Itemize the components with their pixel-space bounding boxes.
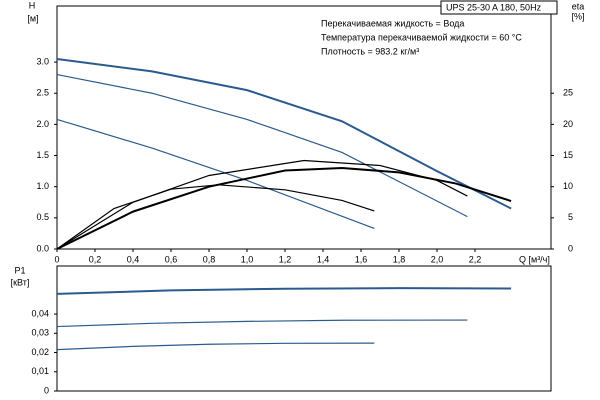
y-tick-label: 2.5 [36, 88, 49, 98]
annotation: Плотность = 983.2 кг/м³ [321, 46, 419, 56]
curve [56, 319, 468, 328]
y-tick-label: 0,03 [31, 328, 49, 338]
curve [56, 287, 512, 295]
y2-tick-label: 15 [563, 150, 573, 160]
y-tick-label: 0.0 [36, 243, 49, 253]
plot-frame [56, 5, 552, 250]
y-tick-label: 0,01 [31, 366, 49, 376]
x-tick-label: 1,8 [393, 254, 406, 264]
x-tick-label: 0,6 [165, 254, 178, 264]
y-label-unit: [кВт] [11, 277, 30, 287]
x-tick-label: 1,4 [317, 254, 330, 264]
curve [56, 73, 468, 218]
title-box [440, 0, 558, 15]
y-label: H [29, 0, 36, 10]
y-tick-label: 0.5 [36, 212, 49, 222]
y2-tick-label: 0 [568, 243, 573, 253]
chart-title: UPS 25-30 A 180, 50Hz [446, 2, 542, 12]
y-tick-label: 1.0 [36, 181, 49, 191]
x-label: Q [м³/ч] [519, 254, 550, 264]
x-tick-label: 1,6 [355, 254, 368, 264]
x-tick-label: 0,4 [127, 254, 140, 264]
annotation: Перекачиваемая жидкость = Вода [321, 18, 464, 28]
plot-frame [56, 265, 552, 392]
x-tick-label: 1,2 [279, 254, 292, 264]
curve [56, 118, 375, 229]
x-tick-label: 0,8 [203, 254, 216, 264]
curve [56, 342, 375, 351]
y-tick-label: 0 [44, 385, 49, 395]
curve [56, 184, 375, 250]
y-tick-label: 1.5 [36, 150, 49, 160]
y-label: P1 [14, 265, 25, 275]
x-tick-label: 0 [54, 254, 59, 264]
y2-label: eta [572, 1, 585, 11]
y-label-unit: [м] [27, 13, 38, 23]
curve [56, 57, 512, 210]
x-tick-label: 2,2 [469, 254, 482, 264]
y2-tick-label: 5 [568, 212, 573, 222]
y2-label-unit: [%] [571, 11, 584, 21]
x-tick-label: 0,2 [89, 254, 102, 264]
y2-tick-label: 25 [563, 88, 573, 98]
x-tick-label: 1,0 [241, 254, 254, 264]
y-tick-label: 0,02 [31, 347, 49, 357]
annotation: Температура перекачиваемой жидкости = 60… [321, 32, 522, 42]
y-tick-label: 0,04 [31, 308, 49, 318]
x-tick-label: 2,0 [431, 254, 444, 264]
curve [56, 166, 512, 250]
y2-tick-label: 10 [563, 181, 573, 191]
y-tick-label: 3.0 [36, 56, 49, 66]
y2-tick-label: 20 [563, 119, 573, 129]
y-tick-label: 2.0 [36, 119, 49, 129]
